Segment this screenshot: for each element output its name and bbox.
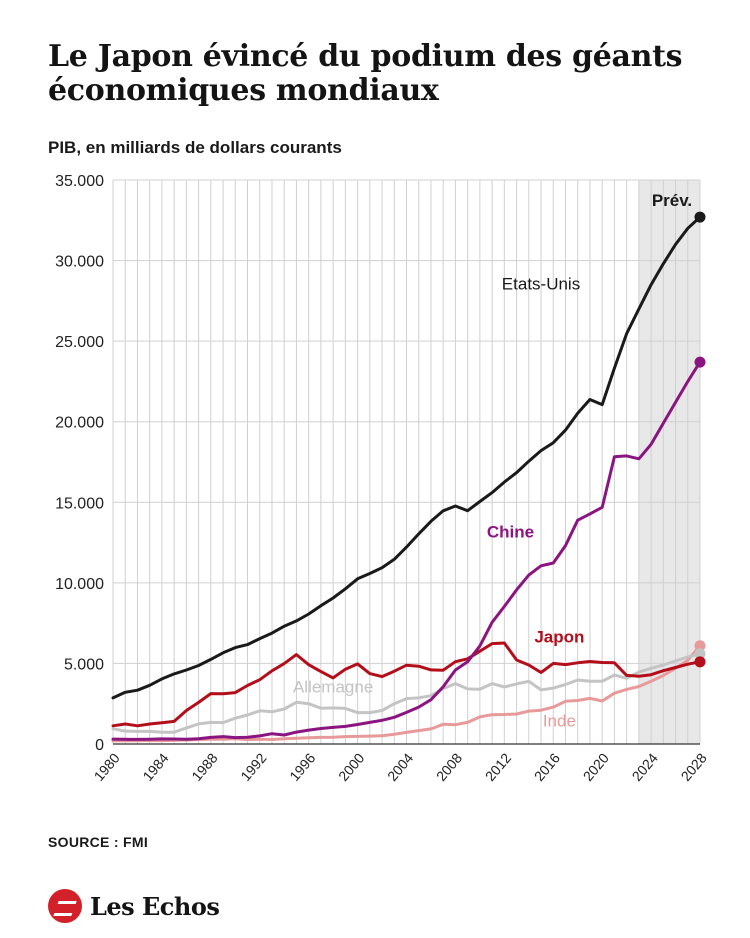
series-label-inde: Inde (543, 711, 576, 730)
y-tick-label: 30.000 (55, 254, 104, 271)
series-line-etats-unis (111, 215, 702, 700)
x-tick-label: 2016 (531, 750, 563, 784)
x-tick-label: 2012 (482, 750, 514, 784)
y-tick-label: 25.000 (55, 334, 104, 351)
brand-logo: Les Echos (48, 888, 220, 924)
x-tick-label: 2024 (629, 750, 661, 784)
brand-name: Les Echos (90, 891, 220, 921)
y-tick-label: 20.000 (55, 415, 104, 432)
y-tick-label: 15.000 (55, 495, 104, 512)
x-tick-label: 2000 (335, 750, 367, 784)
series-end-point-allemagne (694, 648, 706, 660)
series-line-allemagne (111, 652, 702, 734)
x-tick-label: 2020 (580, 750, 612, 784)
y-tick-label: 5.000 (64, 656, 104, 673)
series-line-inde (111, 644, 702, 743)
x-tick-label: 1988 (188, 750, 220, 784)
x-tick-label: 2008 (433, 750, 465, 784)
series-end-point-etats-unis (694, 211, 706, 223)
source-note: SOURCE : FMI (48, 834, 149, 850)
forecast-label: Prév. (652, 191, 692, 210)
x-tick-label: 1980 (91, 750, 123, 784)
series-line-chine (111, 360, 702, 741)
series-end-point-inde (694, 640, 706, 652)
x-tick-label: 1992 (237, 750, 269, 784)
y-tick-label: 35.000 (55, 173, 104, 190)
series-label-etats-unis: Etats-Unis (502, 275, 580, 294)
les-echos-logo-icon (48, 889, 82, 923)
y-tick-label: 0 (95, 737, 104, 754)
series-label-japon: Japon (534, 627, 584, 646)
x-tick-label: 2028 (678, 750, 710, 784)
x-tick-label: 2004 (384, 750, 416, 784)
x-tick-label: 1984 (139, 750, 171, 784)
chart-title: Le Japon évincé du podium des géants éco… (48, 39, 683, 108)
series-end-point-japon (694, 656, 706, 668)
x-tick-label: 1996 (286, 750, 318, 784)
series-label-allemagne: Allemagne (293, 677, 373, 696)
forecast-band (638, 180, 700, 744)
series-line-japon (111, 641, 702, 728)
chart-subtitle: PIB, en milliards de dollars courants (48, 138, 342, 157)
series-end-point-chine (694, 356, 706, 368)
line-chart: 0 5.000 10.000 15.000 20.000 25.000 30.000 35.0… (55, 173, 710, 784)
series-label-chine: Chine (487, 523, 534, 542)
y-tick-label: 10.000 (55, 576, 104, 593)
